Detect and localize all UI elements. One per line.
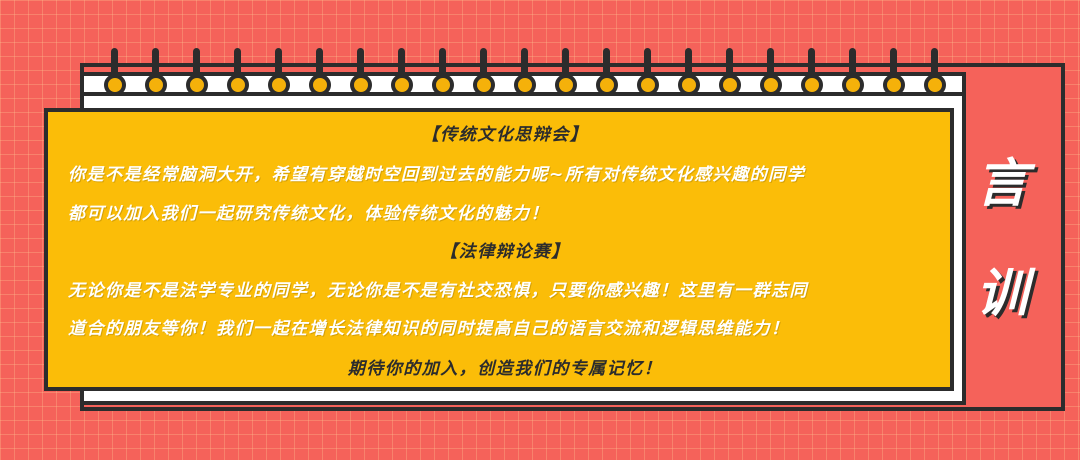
spiral-ring-icon (596, 48, 618, 96)
closing-line: 期待你的加入，创造我们的专属记忆！ (347, 359, 663, 379)
spiral-ring-icon (842, 48, 864, 96)
spiral-ring-icon (678, 48, 700, 96)
spiral-ring-icon (145, 48, 167, 96)
spiral-ring-icon (309, 48, 331, 96)
content-panel (44, 108, 954, 391)
spiral-ring-icon (801, 48, 823, 96)
spiral-ring-icon (227, 48, 249, 96)
paragraph-line: 道合的朋友等你！我们一起在增长法律知识的同时提高自己的语言交流和逻辑思维能力！ (68, 319, 790, 339)
side-title-char: 言 (975, 154, 1028, 214)
spiral-ring-icon (760, 48, 782, 96)
spiral-ring-icon (719, 48, 741, 96)
paragraph-line: 都可以加入我们一起研究传统文化，体验传统文化的魅力！ (68, 204, 549, 224)
spiral-ring-icon (186, 48, 208, 96)
section-heading: 【法律辩论赛】 (440, 242, 570, 262)
section-heading: 【传统文化思辩会】 (421, 125, 589, 145)
spiral-ring-icon (924, 48, 946, 96)
spiral-ring-icon (637, 48, 659, 96)
spiral-ring-icon (514, 48, 536, 96)
side-title-char: 训 (975, 264, 1028, 324)
spiral-ring-icon (104, 48, 126, 96)
spiral-ring-icon (473, 48, 495, 96)
spiral-ring-icon (391, 48, 413, 96)
spiral-ring-icon (555, 48, 577, 96)
spiral-ring-icon (432, 48, 454, 96)
spiral-ring-icon (350, 48, 372, 96)
spiral-ring-icon (268, 48, 290, 96)
spiral-ring-icon (883, 48, 905, 96)
paragraph-line: 无论你是不是法学专业的同学，无论你是不是有社交恐惧，只要你感兴趣！这里有一群志同 (68, 281, 808, 301)
paragraph-line: 你是不是经常脑洞大开，希望有穿越时空回到过去的能力呢~所有对传统文化感兴趣的同学 (68, 165, 806, 185)
